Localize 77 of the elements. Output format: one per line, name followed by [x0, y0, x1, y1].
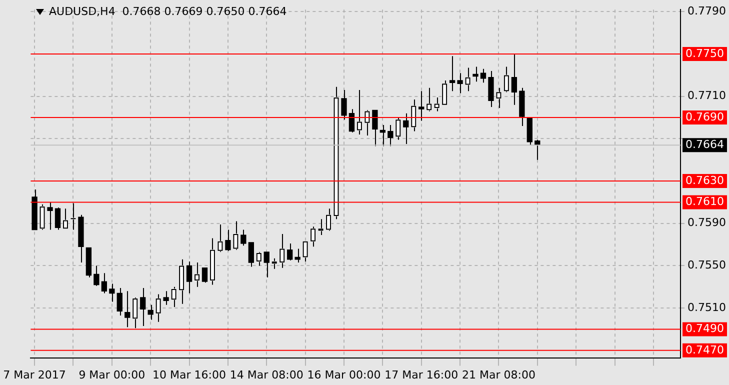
x-tick-label: 14 Mar 08:00 — [230, 368, 304, 382]
candlestick — [217, 224, 224, 252]
candlestick — [272, 258, 278, 270]
ref-line-label: 0.7664 — [686, 138, 724, 151]
x-tick-label: 9 Mar 00:00 — [78, 368, 146, 382]
candlestick — [333, 86, 340, 220]
candlestick — [225, 229, 231, 252]
candlestick — [194, 262, 200, 288]
y-tick-label: 0.7510 — [688, 300, 726, 314]
x-tick-label: 7 Mar 2017 — [3, 368, 66, 382]
candlestick — [186, 260, 192, 294]
candlestick — [480, 68, 486, 84]
candlestick — [140, 287, 146, 327]
candlestick — [442, 80, 448, 106]
candlestick — [155, 294, 162, 322]
candlestick — [210, 238, 216, 286]
candlestick — [132, 296, 138, 329]
candlestick — [496, 87, 502, 109]
candlestick — [116, 287, 122, 316]
candlestick — [248, 242, 254, 268]
candlestick — [341, 90, 347, 120]
candlestick — [39, 204, 46, 230]
candlestick — [488, 70, 494, 108]
candlestick — [47, 202, 53, 230]
y-tick-label: 0.7790 — [688, 4, 726, 18]
candlestick — [449, 56, 456, 92]
candlestick — [163, 290, 169, 306]
ref-line-label: 0.7690 — [686, 110, 724, 124]
candlestick — [124, 290, 130, 328]
ref-line-label: 0.7630 — [686, 174, 724, 187]
candlestick — [54, 207, 61, 230]
candlestick — [457, 72, 463, 94]
candlestick — [202, 267, 208, 284]
candlestick — [232, 220, 239, 250]
candlestick — [511, 54, 518, 106]
candlestick — [101, 272, 108, 294]
candlestick — [388, 124, 394, 147]
candlestick — [464, 67, 471, 92]
ref-line-label: 0.7750 — [686, 46, 724, 60]
y-tick-label: 0.7590 — [688, 216, 726, 230]
x-tick-label: 17 Mar 16:00 — [384, 368, 458, 382]
candlestick — [372, 110, 378, 147]
x-tick-label: 10 Mar 16:00 — [152, 368, 226, 382]
ref-line-label: 0.7490 — [686, 322, 724, 336]
candlestick — [294, 248, 300, 264]
candlestick — [418, 90, 424, 122]
candlestick — [240, 229, 246, 246]
candlestick — [318, 218, 324, 236]
candlestick — [356, 90, 362, 135]
candlestick — [256, 251, 262, 266]
candlestick — [94, 265, 100, 286]
candlestick — [287, 243, 293, 261]
candlestick — [178, 258, 184, 304]
candlestick — [395, 117, 401, 140]
x-tick-label: 16 Mar 00:00 — [307, 368, 381, 382]
candlestick — [364, 110, 370, 136]
chart-title: AUDUSD,H4 0.7668 0.7669 0.7650 0.7664 — [49, 5, 287, 18]
candlestick — [326, 208, 332, 232]
candlestick — [310, 226, 316, 248]
x-tick-label: 21 Mar 08:00 — [462, 368, 536, 382]
y-tick-label: 0.7710 — [688, 89, 726, 102]
ref-line-label: 0.7470 — [686, 343, 724, 356]
candlestick — [62, 208, 68, 230]
candlestick — [279, 233, 285, 268]
candlestick — [348, 108, 355, 133]
candlestick — [434, 96, 440, 112]
candlestick — [426, 87, 432, 112]
candlestick — [410, 99, 416, 132]
candlestick — [302, 240, 308, 262]
y-tick-label: 0.7550 — [688, 258, 726, 272]
candlestick — [170, 286, 177, 308]
candlestick — [472, 66, 478, 82]
candlestick — [264, 251, 270, 278]
candlestick — [403, 112, 409, 145]
ref-line-label: 0.7610 — [686, 195, 724, 208]
candlestick — [109, 283, 115, 302]
candlestick — [504, 66, 510, 93]
